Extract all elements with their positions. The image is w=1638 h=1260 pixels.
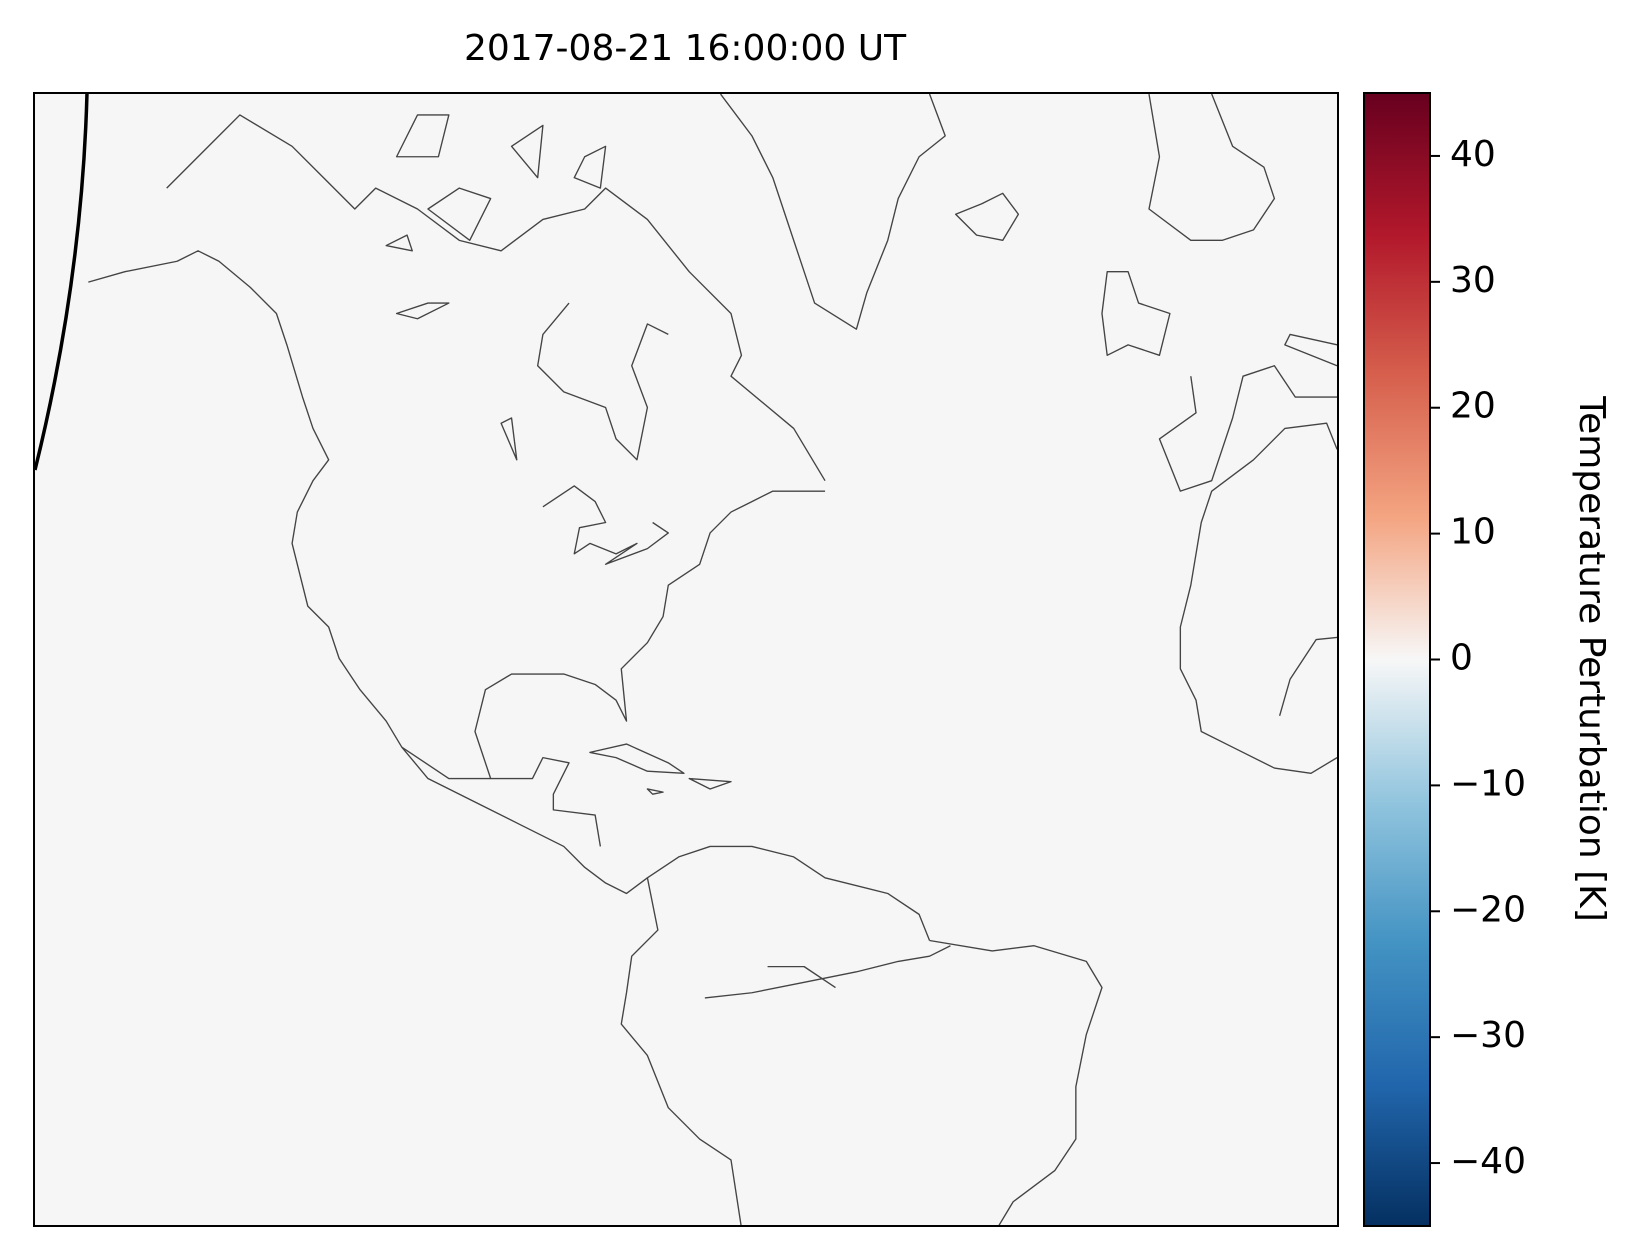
colorbar-tick-label: −40: [1450, 1141, 1526, 1182]
arctic-coast: [166, 114, 826, 482]
caribbean: [589, 743, 732, 795]
colorbar-tick-label: 20: [1450, 386, 1496, 427]
yucatan: [490, 756, 602, 847]
iceland: [954, 192, 1020, 242]
coastlines: [34, 93, 1338, 1226]
amazon: [704, 945, 951, 999]
europe-africa: [1158, 333, 1338, 774]
terminator: [34, 93, 89, 471]
colorbar-tick-label: −30: [1450, 1015, 1526, 1056]
hudson-bay: [536, 302, 669, 461]
greenland: [720, 93, 946, 330]
colorbar-tick-label: 0: [1450, 638, 1473, 679]
gulf-coast: [401, 490, 826, 780]
colorbar-tick-label: 30: [1450, 260, 1496, 301]
colorbar-tick-label: 40: [1450, 134, 1496, 175]
map-title: 2017-08-21 16:00:00 UT: [464, 28, 907, 69]
map-background: [34, 93, 1338, 1226]
map-frame: [33, 92, 1339, 1227]
colorbar-label: Temperature Perturbation [K]: [1571, 395, 1612, 922]
britain-scandinavia: [1101, 93, 1276, 356]
colorbar: Temperature Perturbation [K]: [1363, 92, 1612, 1227]
south-america: [620, 877, 1103, 1226]
colorbar-tick-label: −20: [1450, 889, 1526, 930]
colorbar-tick-label: −10: [1450, 763, 1526, 804]
map: [33, 92, 1339, 1227]
north-america: [88, 250, 931, 941]
colorbar-tick-label: 10: [1450, 512, 1496, 553]
canadian-islands: [385, 114, 607, 461]
colorbar-gradient: [1363, 92, 1431, 1227]
great-lakes: [542, 485, 669, 565]
